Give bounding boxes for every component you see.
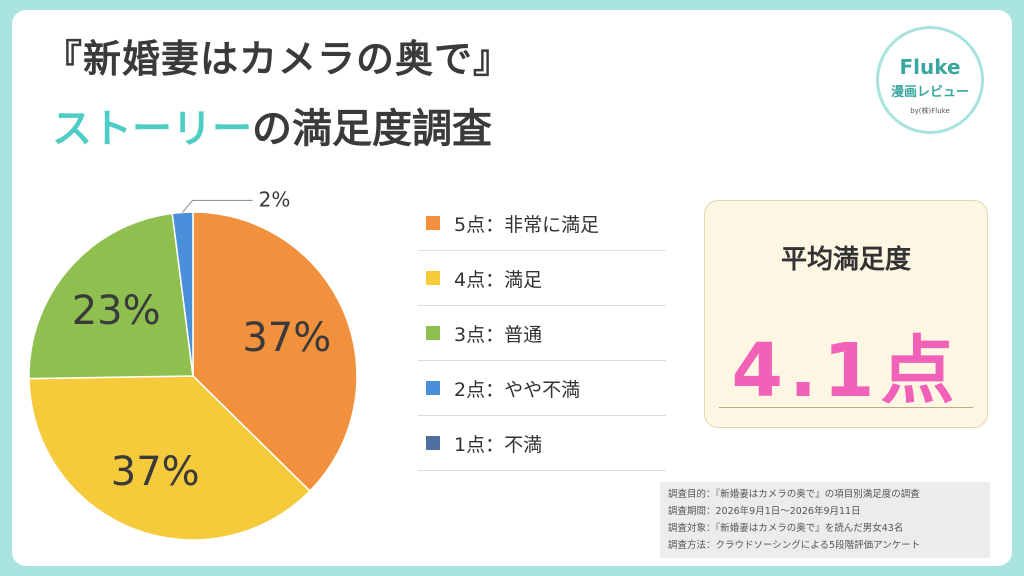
page-title: 『新婚妻はカメラの奥で』 — [44, 37, 513, 81]
legend-swatch-5 — [426, 216, 440, 230]
legend-item-4: 4点：満足 — [418, 251, 666, 306]
pie-slice — [192, 211, 358, 493]
legend-swatch-2 — [426, 381, 440, 395]
note-purpose: 調査目的：『新婚妻はカメラの奥で』の項目別満足度の調査 — [668, 489, 920, 500]
note-target: 調査対象：『新婚妻はカメラの奥で』を読んだ男女43名 — [668, 523, 904, 534]
legend-label-5: 5点：非常に満足 — [454, 213, 600, 236]
pie-slice — [28, 375, 311, 541]
logo-subtitle: 漫画レビュー — [890, 85, 969, 100]
leader-line — [182, 199, 253, 213]
data-label: 23% — [72, 288, 161, 334]
average-value: 4.1点 — [731, 328, 961, 414]
legend-item-3: 3点：普通 — [418, 306, 666, 361]
legend-label-4: 4点：満足 — [454, 268, 543, 291]
legend-label-2: 2点：やや不満 — [454, 378, 581, 401]
average-underline — [719, 407, 973, 408]
page-subtitle: ストーリーの満足度調査 — [52, 96, 492, 154]
note-method: 調査方法：クラウドソーシングによる5段階評価アンケート — [668, 540, 921, 551]
data-label: 37% — [111, 449, 200, 495]
logo-byline: by(株)Fluke — [910, 107, 950, 115]
chart-legend: 5点：非常に満足 4点：満足 3点：普通 2点：やや不満 1点：不満 — [418, 196, 666, 471]
average-box: 平均満足度 4.1点 — [704, 200, 988, 428]
data-label: 37% — [242, 315, 331, 361]
legend-item-2: 2点：やや不満 — [418, 361, 666, 416]
note-period: 調査期間：2026年9月1日～2026年9月11日 — [668, 506, 861, 517]
survey-notes: 調査目的：『新婚妻はカメラの奥で』の項目別満足度の調査 調査期間：2026年9月… — [660, 482, 990, 558]
legend-item-1: 1点：不満 — [418, 416, 666, 471]
legend-swatch-4 — [426, 271, 440, 285]
legend-swatch-3 — [426, 326, 440, 340]
fluke-logo: Fluke 漫画レビュー by(株)Fluke — [876, 26, 984, 134]
subtitle-accent: ストーリー — [52, 106, 252, 152]
data-label: 2% — [259, 187, 291, 211]
legend-label-3: 3点：普通 — [454, 323, 543, 346]
average-title: 平均満足度 — [780, 245, 911, 275]
pie-slice — [28, 212, 194, 380]
logo-name: Fluke — [899, 55, 961, 79]
legend-label-1: 1点：不満 — [454, 433, 543, 456]
legend-item-5: 5点：非常に満足 — [418, 196, 666, 251]
subtitle-rest: の満足度調査 — [252, 106, 492, 152]
legend-swatch-1 — [426, 436, 440, 450]
